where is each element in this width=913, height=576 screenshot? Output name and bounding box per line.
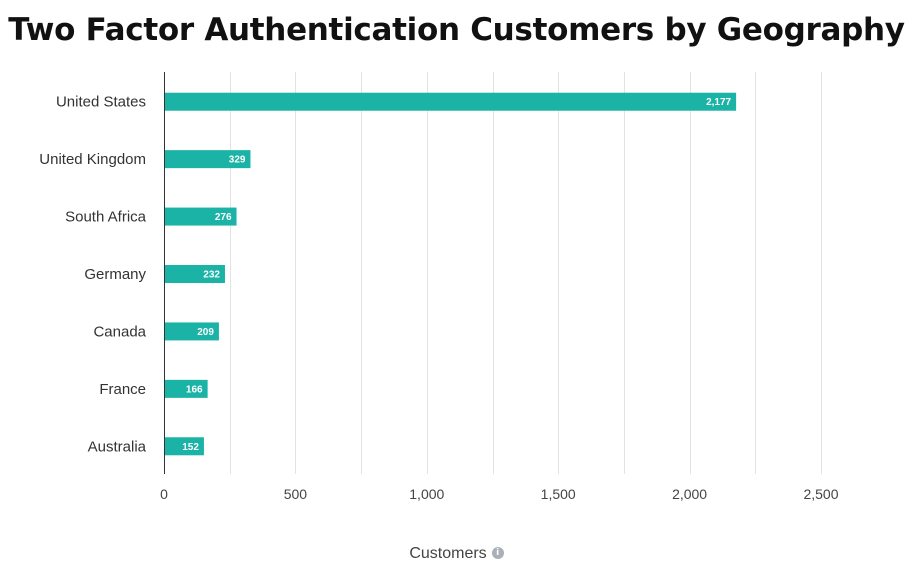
bar[interactable]	[164, 437, 204, 456]
category-label: United Kingdom	[39, 151, 146, 168]
x-tick-label: 1,500	[541, 486, 576, 502]
bar-value-label: 276	[215, 212, 232, 223]
bar-value-label: 329	[229, 155, 246, 166]
info-icon[interactable]: i	[491, 546, 504, 559]
bar[interactable]	[164, 379, 208, 398]
bar[interactable]	[164, 150, 251, 169]
x-tick-label: 500	[284, 486, 308, 502]
bar-value-label: 166	[186, 384, 203, 395]
category-label: France	[99, 381, 146, 398]
x-tick-label: 2,000	[672, 486, 707, 502]
category-label: South Africa	[65, 209, 147, 226]
bar[interactable]	[164, 207, 237, 226]
category-label: Canada	[93, 323, 146, 340]
x-axis-title: Customers i	[0, 545, 913, 563]
category-labels: United States United Kingdom South Africa G…	[39, 94, 146, 456]
bar-value-label: 209	[197, 327, 214, 338]
bar[interactable]	[164, 92, 737, 111]
bar-value-label: 2,177	[706, 97, 731, 108]
category-label: Australia	[88, 438, 147, 455]
grid-lines	[230, 72, 822, 474]
x-axis-label: Customers	[409, 545, 487, 562]
category-label: United States	[56, 94, 146, 111]
category-label: Germany	[84, 266, 146, 283]
x-tick-label: 1,000	[409, 486, 444, 502]
bar[interactable]	[164, 265, 225, 283]
chart-title: Two Factor Authentication Customers by G…	[8, 12, 905, 48]
bars: 2,177 329 276 232 209 166 152	[164, 92, 737, 456]
bar-value-label: 152	[182, 442, 199, 453]
x-tick-label: 2,500	[803, 486, 838, 502]
bar-value-label: 232	[203, 270, 220, 281]
x-tick-label: 0	[160, 486, 168, 502]
x-tick-labels: 0 500 1,000 1,500 2,000 2,500	[160, 486, 839, 502]
bar[interactable]	[164, 322, 219, 341]
